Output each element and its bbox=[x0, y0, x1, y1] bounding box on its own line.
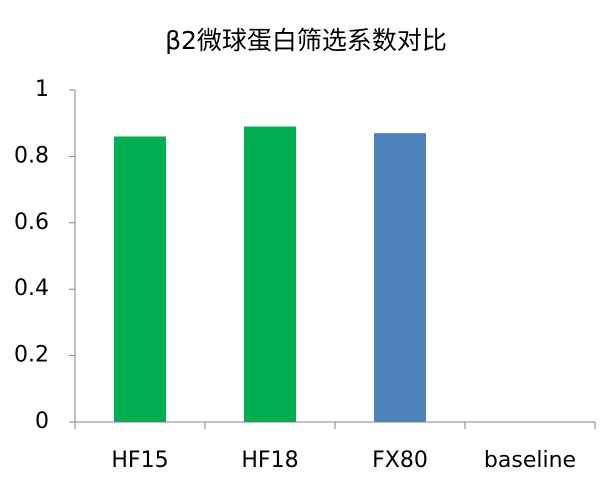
y-tick-label: 0.6 bbox=[14, 210, 49, 235]
y-tick-label: 0.2 bbox=[14, 343, 49, 368]
bar bbox=[244, 126, 296, 423]
x-tick-label: HF15 bbox=[111, 448, 168, 473]
x-tick-label: HF18 bbox=[241, 448, 298, 473]
y-tick-label: 1 bbox=[35, 77, 49, 102]
y-tick-label: 0 bbox=[35, 409, 49, 434]
chart-title: β2微球蛋白筛选系数对比 bbox=[165, 26, 447, 55]
y-tick-label: 0.4 bbox=[14, 276, 49, 301]
bar bbox=[114, 136, 166, 423]
x-tick-label: baseline bbox=[484, 448, 576, 473]
y-tick-label: 0.8 bbox=[14, 143, 49, 168]
x-tick-label: FX80 bbox=[372, 448, 428, 473]
bar bbox=[374, 133, 426, 422]
